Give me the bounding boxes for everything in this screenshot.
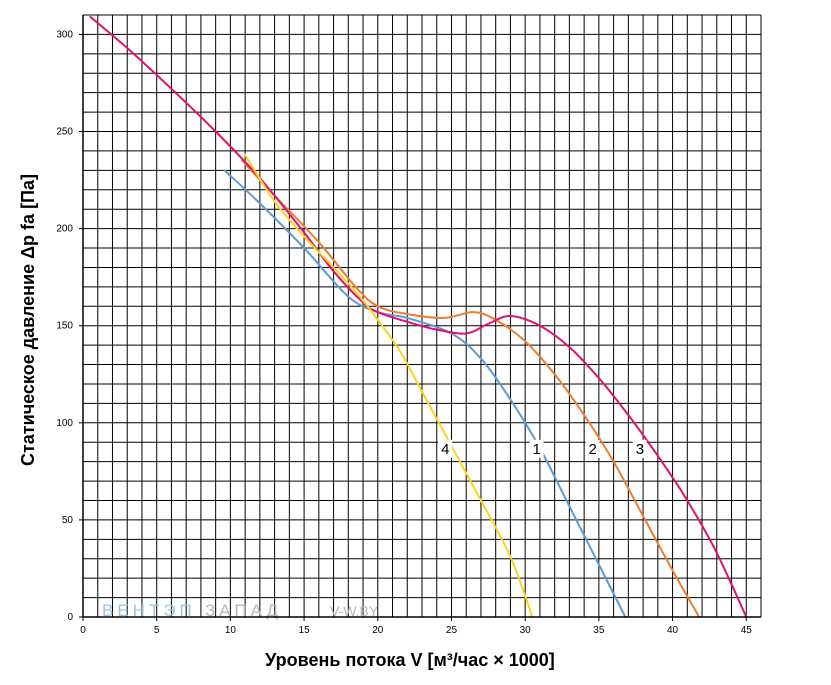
- curve-1: [223, 169, 627, 618]
- curve-label-4: 4: [441, 441, 449, 458]
- curve-4: [244, 153, 534, 618]
- x-tick-label: 0: [80, 625, 86, 636]
- watermark-brand-part2: ЗАПАД: [205, 601, 282, 620]
- y-tick-label: 0: [67, 612, 73, 623]
- x-tick-label: 30: [520, 625, 532, 636]
- y-tick-label: 250: [56, 127, 73, 138]
- curve-label-bg-2: [585, 439, 600, 458]
- x-tick-label: 35: [593, 625, 605, 636]
- y-axis-label: Статическое давление Δp fa [Па]: [18, 174, 38, 466]
- y-tick-label: 50: [62, 515, 74, 526]
- x-tick-label: 40: [667, 625, 679, 636]
- x-tick-label: 25: [446, 625, 458, 636]
- curve-2: [241, 159, 701, 618]
- x-tick-label: 10: [225, 625, 237, 636]
- y-tick-label: 300: [56, 29, 73, 40]
- curve-labels: 1 2 3 4: [438, 439, 647, 458]
- curve-label-bg-4: [438, 439, 453, 458]
- tick-labels: 0 5 10 15 20 25 30 35 40 45 0 50 100 150 200 250 300: [56, 29, 752, 636]
- y-tick-label: 200: [56, 224, 73, 235]
- curve-label-2: 2: [589, 441, 597, 458]
- curve-3: [89, 15, 748, 618]
- curve-label-bg-3: [632, 439, 647, 458]
- y-tick-label: 150: [56, 321, 73, 332]
- x-tick-label: 20: [372, 625, 384, 636]
- curve-label-3: 3: [636, 441, 644, 458]
- y-tick-label: 100: [56, 418, 73, 429]
- curve-label-bg-1: [529, 439, 544, 458]
- x-axis-label: Уровень потока V [м³/час × 1000]: [265, 650, 555, 670]
- axes: [82, 15, 761, 618]
- curves: [89, 15, 748, 618]
- x-tick-label: 15: [299, 625, 311, 636]
- x-tick-label: 45: [741, 625, 753, 636]
- watermark: ВЕНТЭП ЗАПАД V-W.BY: [102, 601, 379, 620]
- watermark-site: V-W.BY: [330, 603, 379, 619]
- watermark-brand-part1: ВЕНТЭП: [102, 601, 196, 620]
- x-tick-label: 5: [154, 625, 160, 636]
- curve-label-1: 1: [533, 441, 541, 458]
